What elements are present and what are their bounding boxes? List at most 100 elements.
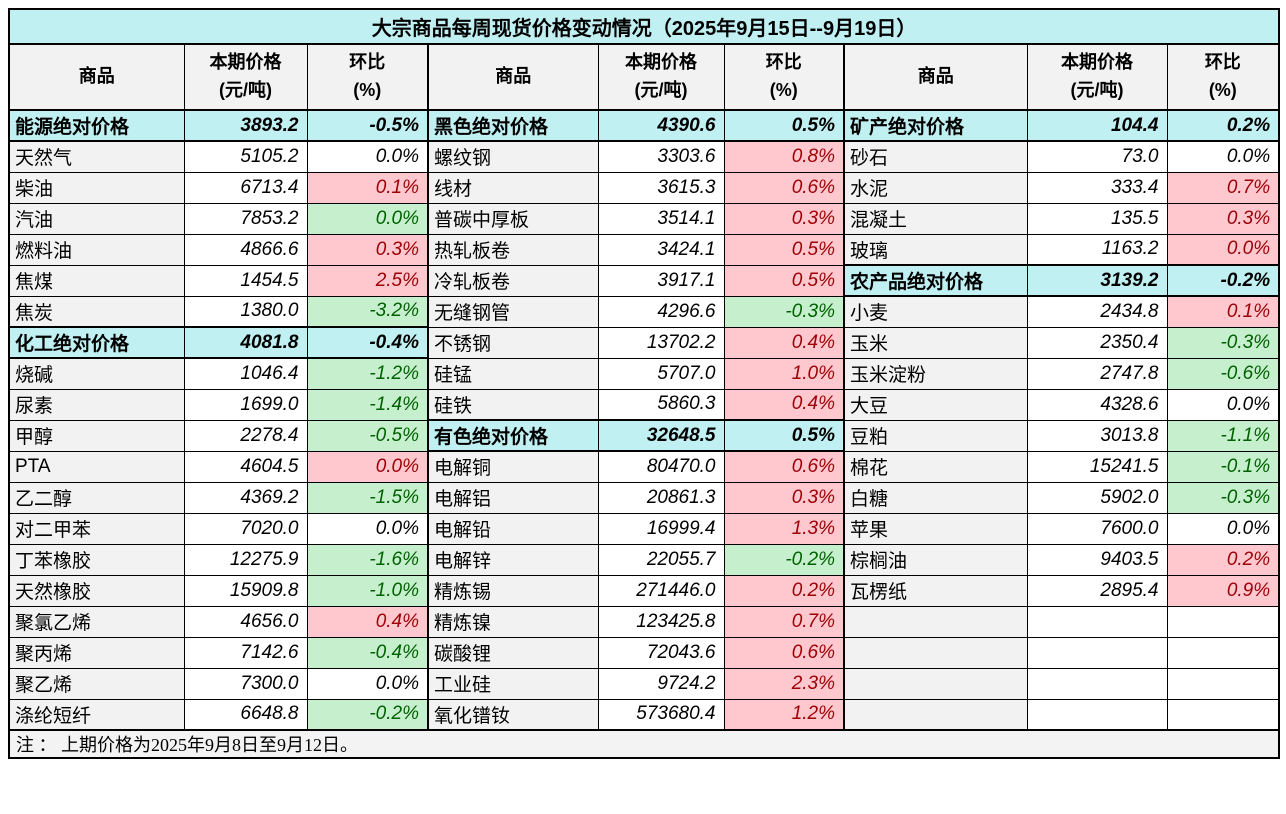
price-cell[interactable]: 271446.0 [597,574,725,607]
header-commodity-2[interactable]: 商品 [427,43,599,111]
change-cell[interactable]: 2.3% [723,667,845,700]
price-cell[interactable]: 4866.6 [183,233,308,266]
header-price-2[interactable]: 本期价格 (元/吨) [597,43,725,111]
change-cell[interactable]: 0.0% [306,140,429,173]
price-cell[interactable]: 104.4 [1026,109,1168,142]
price-cell[interactable] [1026,605,1168,638]
commodity-name-cell[interactable]: 电解铜 [427,450,599,483]
commodity-name-cell[interactable] [843,636,1028,669]
commodity-name-cell[interactable] [843,698,1028,731]
price-cell[interactable]: 3917.1 [597,264,725,297]
change-cell[interactable]: -1.6% [306,543,429,576]
category-name-cell[interactable]: 有色绝对价格 [427,419,599,452]
change-cell[interactable]: 0.3% [723,481,845,514]
commodity-name-cell[interactable]: 乙二醇 [8,481,185,514]
price-cell[interactable]: 4604.5 [183,450,308,483]
commodity-name-cell[interactable]: 柴油 [8,171,185,204]
commodity-name-cell[interactable]: 白糖 [843,481,1028,514]
change-cell[interactable]: 0.1% [306,171,429,204]
change-cell[interactable]: -1.5% [306,481,429,514]
commodity-name-cell[interactable]: 焦煤 [8,264,185,297]
price-cell[interactable]: 2895.4 [1026,574,1168,607]
commodity-name-cell[interactable]: 尿素 [8,388,185,421]
category-name-cell[interactable]: 化工绝对价格 [8,326,185,359]
change-cell[interactable]: 0.2% [723,574,845,607]
price-cell[interactable]: 15241.5 [1026,450,1168,483]
category-name-cell[interactable]: 能源绝对价格 [8,109,185,142]
commodity-name-cell[interactable]: 线材 [427,171,599,204]
commodity-name-cell[interactable]: 苹果 [843,512,1028,545]
price-cell[interactable]: 4369.2 [183,481,308,514]
change-cell[interactable]: -1.4% [306,388,429,421]
change-cell[interactable]: 0.2% [1166,543,1280,576]
header-change-1[interactable]: 环比 (%) [306,43,429,111]
change-cell[interactable]: -0.1% [1166,450,1280,483]
change-cell[interactable]: 0.0% [306,450,429,483]
change-cell[interactable]: 0.0% [306,667,429,700]
price-cell[interactable]: 32648.5 [597,419,725,452]
price-cell[interactable]: 135.5 [1026,202,1168,235]
commodity-name-cell[interactable]: 玉米淀粉 [843,357,1028,390]
commodity-name-cell[interactable]: 碳酸锂 [427,636,599,669]
commodity-name-cell[interactable]: 混凝土 [843,202,1028,235]
price-cell[interactable]: 80470.0 [597,450,725,483]
change-cell[interactable]: -0.6% [1166,357,1280,390]
price-cell[interactable]: 7300.0 [183,667,308,700]
price-cell[interactable]: 2747.8 [1026,357,1168,390]
price-cell[interactable]: 12275.9 [183,543,308,576]
commodity-name-cell[interactable]: PTA [8,450,185,483]
price-cell[interactable]: 4081.8 [183,326,308,359]
change-cell[interactable]: 0.3% [306,233,429,266]
price-cell[interactable]: 72043.6 [597,636,725,669]
change-cell[interactable]: 0.5% [723,233,845,266]
price-cell[interactable]: 2350.4 [1026,326,1168,359]
commodity-name-cell[interactable]: 硅锰 [427,357,599,390]
commodity-name-cell[interactable]: 涤纶短纤 [8,698,185,731]
price-cell[interactable]: 1046.4 [183,357,308,390]
change-cell[interactable]: 0.7% [1166,171,1280,204]
commodity-name-cell[interactable]: 电解锌 [427,543,599,576]
commodity-name-cell[interactable]: 冷轧板卷 [427,264,599,297]
commodity-name-cell[interactable]: 不锈钢 [427,326,599,359]
commodity-name-cell[interactable]: 普碳中厚板 [427,202,599,235]
commodity-name-cell[interactable]: 聚丙烯 [8,636,185,669]
price-cell[interactable]: 73.0 [1026,140,1168,173]
price-cell[interactable]: 1163.2 [1026,233,1168,266]
price-cell[interactable]: 5105.2 [183,140,308,173]
price-cell[interactable]: 6713.4 [183,171,308,204]
change-cell[interactable]: 0.0% [306,512,429,545]
price-cell[interactable]: 15909.8 [183,574,308,607]
change-cell[interactable]: 0.3% [1166,202,1280,235]
header-price-1[interactable]: 本期价格 (元/吨) [183,43,308,111]
change-cell[interactable]: 1.0% [723,357,845,390]
change-cell[interactable]: -0.4% [306,326,429,359]
change-cell[interactable] [1166,636,1280,669]
commodity-name-cell[interactable]: 聚乙烯 [8,667,185,700]
price-cell[interactable]: 7142.6 [183,636,308,669]
change-cell[interactable]: 0.8% [723,140,845,173]
price-cell[interactable]: 573680.4 [597,698,725,731]
price-cell[interactable]: 7600.0 [1026,512,1168,545]
category-name-cell[interactable]: 农产品绝对价格 [843,264,1028,297]
header-commodity-3[interactable]: 商品 [843,43,1028,111]
price-cell[interactable]: 13702.2 [597,326,725,359]
price-cell[interactable]: 1380.0 [183,295,308,328]
price-cell[interactable]: 4390.6 [597,109,725,142]
commodity-name-cell[interactable]: 水泥 [843,171,1028,204]
commodity-name-cell[interactable] [843,667,1028,700]
change-cell[interactable]: -1.2% [306,357,429,390]
change-cell[interactable]: -0.5% [306,109,429,142]
price-cell[interactable]: 7020.0 [183,512,308,545]
commodity-name-cell[interactable] [843,605,1028,638]
price-cell[interactable]: 333.4 [1026,171,1168,204]
header-price-3[interactable]: 本期价格 (元/吨) [1026,43,1168,111]
commodity-name-cell[interactable]: 硅铁 [427,388,599,421]
commodity-name-cell[interactable]: 氧化镨钕 [427,698,599,731]
change-cell[interactable]: 0.3% [723,202,845,235]
change-cell[interactable]: 0.4% [723,388,845,421]
commodity-name-cell[interactable]: 汽油 [8,202,185,235]
price-cell[interactable]: 3893.2 [183,109,308,142]
price-cell[interactable]: 3303.6 [597,140,725,173]
change-cell[interactable]: 0.0% [306,202,429,235]
header-commodity-1[interactable]: 商品 [8,43,185,111]
